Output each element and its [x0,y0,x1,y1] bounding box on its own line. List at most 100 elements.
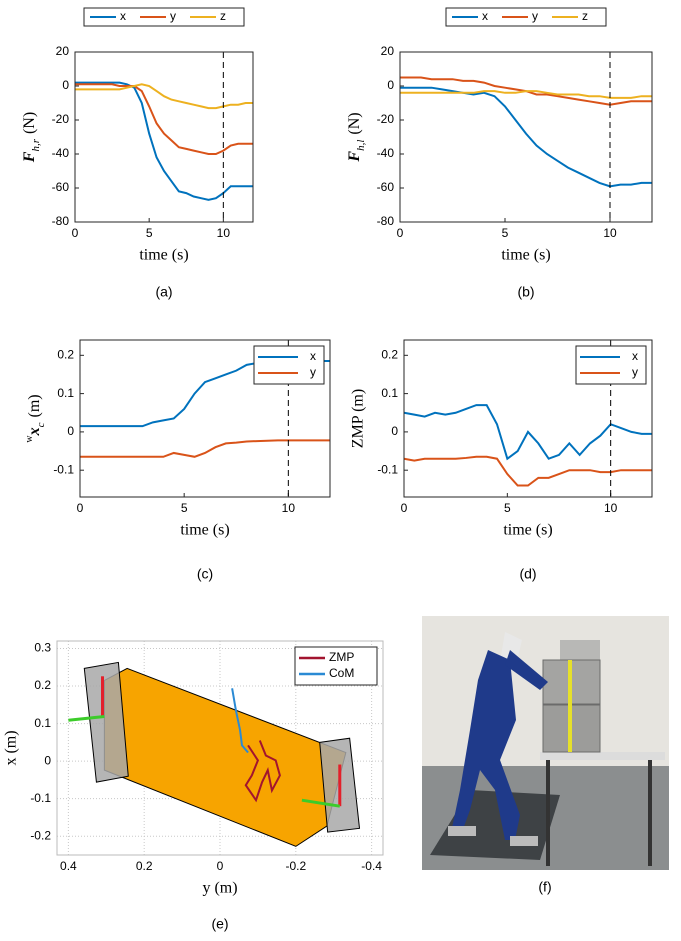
x-axis-label: time (s) [180,522,229,539]
y-tick-label: 0.2 [57,347,74,361]
y-axis-label-part: w [24,435,35,443]
x-tick-label: 0 [77,501,84,515]
legend-label: y [310,365,316,379]
y-tick-label: 0.1 [381,386,398,400]
legend-label: y [632,365,638,379]
y-axis-label-part: (N) [21,112,38,134]
y-tick-label: 0.3 [34,641,51,655]
line-series [80,439,330,458]
y-axis-label-part: F [346,151,363,163]
legend-label: z [220,9,226,23]
y-axis-label-part: h,r [30,138,42,151]
y-tick-label: 0.1 [34,716,51,730]
y-axis-label: x (m) [3,730,20,765]
line-series [75,83,253,110]
x-tick-label: 10 [282,501,296,515]
caption: (d) [519,566,536,582]
y-tick-label: 0 [62,78,69,92]
plot-area [400,52,652,222]
x-tick-label: 10 [217,226,231,240]
x-tick-label: 5 [504,501,511,515]
y-tick-label: 0 [391,424,398,438]
y-tick-label: -20 [377,112,395,126]
x-tick-label: 0 [397,226,404,240]
axes-frame [56,640,384,856]
legend-label: y [170,9,176,23]
panel: 0 5 10 -80 -60 -40 -20 0 20 time (s) Fh,r (N) (a) x y z [21,7,254,300]
y-tick-label: -60 [377,180,395,194]
y-axis-label: Fh,l (N) [346,112,367,162]
x-axis-label: time (s) [501,247,550,264]
plot-area [75,52,253,222]
y-tick-label: -0.1 [377,462,398,476]
y-axis-label: wxc (m) [24,394,47,442]
panel: 0 5 10 -0.1 0 0.1 0.2 time (s) ZMP (m) (d) xy [350,339,653,582]
legend-label: ZMP [329,650,354,664]
line-series [400,86,652,188]
y-tick-label: 0.1 [57,386,74,400]
y-tick-label: -0.2 [30,828,51,842]
caption: (a) [155,284,172,300]
caption: (b) [517,284,534,300]
x-tick-label: 0 [217,859,224,873]
y-tick-label: 20 [56,44,70,58]
x-tick-label: 0 [401,501,408,515]
caption: (f) [538,879,551,895]
y-axis-label-part: h,l [355,140,367,151]
legend-label: x [310,349,316,363]
segment [68,714,105,722]
y-axis-label: Fh,r (N) [21,112,42,163]
line-series [403,455,652,487]
line-series [244,740,281,803]
x-tick-label: 5 [502,226,509,240]
y-tick-label: 0.2 [34,678,51,692]
y-axis-label-part: (N) [346,112,363,134]
panel: 0 5 10 -80 -60 -40 -20 0 20 time (s) Fh,l (N) (b) x y z [346,7,653,300]
x-tick-label: 5 [146,226,153,240]
axes-frame [403,339,653,498]
region [83,661,129,783]
line-series [75,81,253,201]
line-series [231,688,249,754]
x-tick-label: 0 [72,226,79,240]
x-tick-label: -0.4 [361,859,382,873]
axes-frame [79,339,331,498]
x-tick-label: 0.4 [60,859,77,873]
y-tick-label: -40 [377,146,395,160]
y-tick-label: -40 [52,146,70,160]
y-axis-label-part: x [26,427,43,436]
x-tick-label: 10 [604,501,618,515]
segment [301,798,341,808]
y-tick-label: -80 [52,214,70,228]
x-tick-label: 10 [603,226,617,240]
y-axis-label-part: c [35,422,47,427]
y-tick-label: 0 [387,78,394,92]
y-tick-label: -80 [377,214,395,228]
legend-label: z [582,9,588,23]
caption: (c) [197,566,213,582]
caption: (e) [211,916,228,932]
photo [422,616,669,870]
y-tick-label: 0 [67,424,74,438]
y-tick-label: 20 [381,44,395,58]
line-series [75,83,253,155]
y-tick-label: -0.1 [30,791,51,805]
line-series [403,404,652,461]
legend-label: x [482,9,488,23]
legend-label: x [120,9,126,23]
legend-label: CoM [329,666,354,680]
y-tick-label: 0 [44,753,51,767]
axes-frame [74,51,254,223]
legend-label: y [532,9,538,23]
x-tick-label: 0.2 [136,859,153,873]
y-axis-label-part: F [21,151,38,163]
legend-label: x [632,349,638,363]
y-tick-label: -20 [52,112,70,126]
y-tick-label: 0.2 [381,347,398,361]
y-tick-label: -60 [52,180,70,194]
x-tick-label: 5 [181,501,188,515]
x-tick-label: -0.2 [285,859,306,873]
